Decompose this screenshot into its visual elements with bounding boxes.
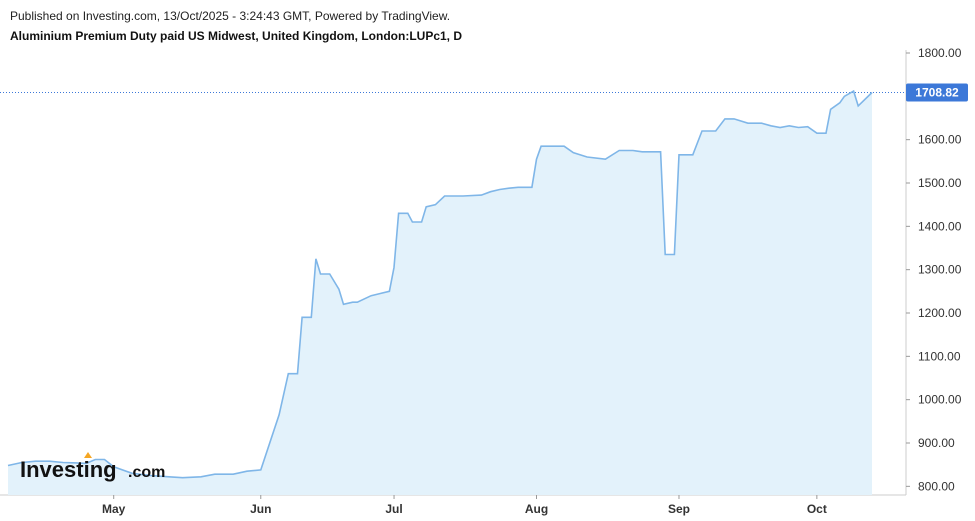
last-price-label: 1708.82	[915, 86, 959, 100]
logo-flame-icon	[84, 452, 92, 458]
y-tick-label: 1400.00	[918, 219, 962, 233]
y-tick-label: 1000.00	[918, 393, 962, 407]
x-tick-label: Sep	[668, 502, 690, 516]
y-tick-label: 1300.00	[918, 263, 962, 277]
price-area-fill	[8, 91, 872, 495]
published-info: Published on Investing.com, 13/Oct/2025 …	[10, 9, 451, 23]
y-tick-label: 1600.00	[918, 133, 962, 147]
x-tick-label: Jun	[250, 502, 271, 516]
x-tick-label: May	[102, 502, 126, 516]
x-axis: May Jun Jul Aug Sep Oct	[102, 495, 827, 516]
investing-logo: Investing .com	[20, 452, 165, 482]
y-tick-label: 1100.00	[918, 349, 961, 363]
chart-header: Published on Investing.com, 13/Oct/2025 …	[10, 6, 462, 46]
y-tick-label: 1200.00	[918, 306, 962, 320]
price-line	[7, 89, 873, 479]
last-price-badge: 1708.82	[906, 83, 968, 102]
logo-suffix: .com	[128, 464, 165, 481]
x-tick-label: Jul	[385, 502, 402, 516]
y-axis: 800.00 900.00 1000.00 1100.00 1200.00 1300.00…	[906, 46, 962, 493]
y-tick-label: 1500.00	[918, 176, 962, 190]
last-price-badge-bg	[906, 83, 968, 102]
y-tick-label: 800.00	[918, 479, 955, 493]
y-tick-label: 900.00	[918, 436, 955, 450]
y-tick-label: 1800.00	[918, 46, 962, 60]
chart-title: Aluminium Premium Duty paid US Midwest, …	[10, 29, 463, 43]
logo-wordmark: Investing	[20, 457, 117, 482]
x-tick-label: Aug	[525, 502, 548, 516]
x-tick-label: Oct	[807, 502, 827, 516]
